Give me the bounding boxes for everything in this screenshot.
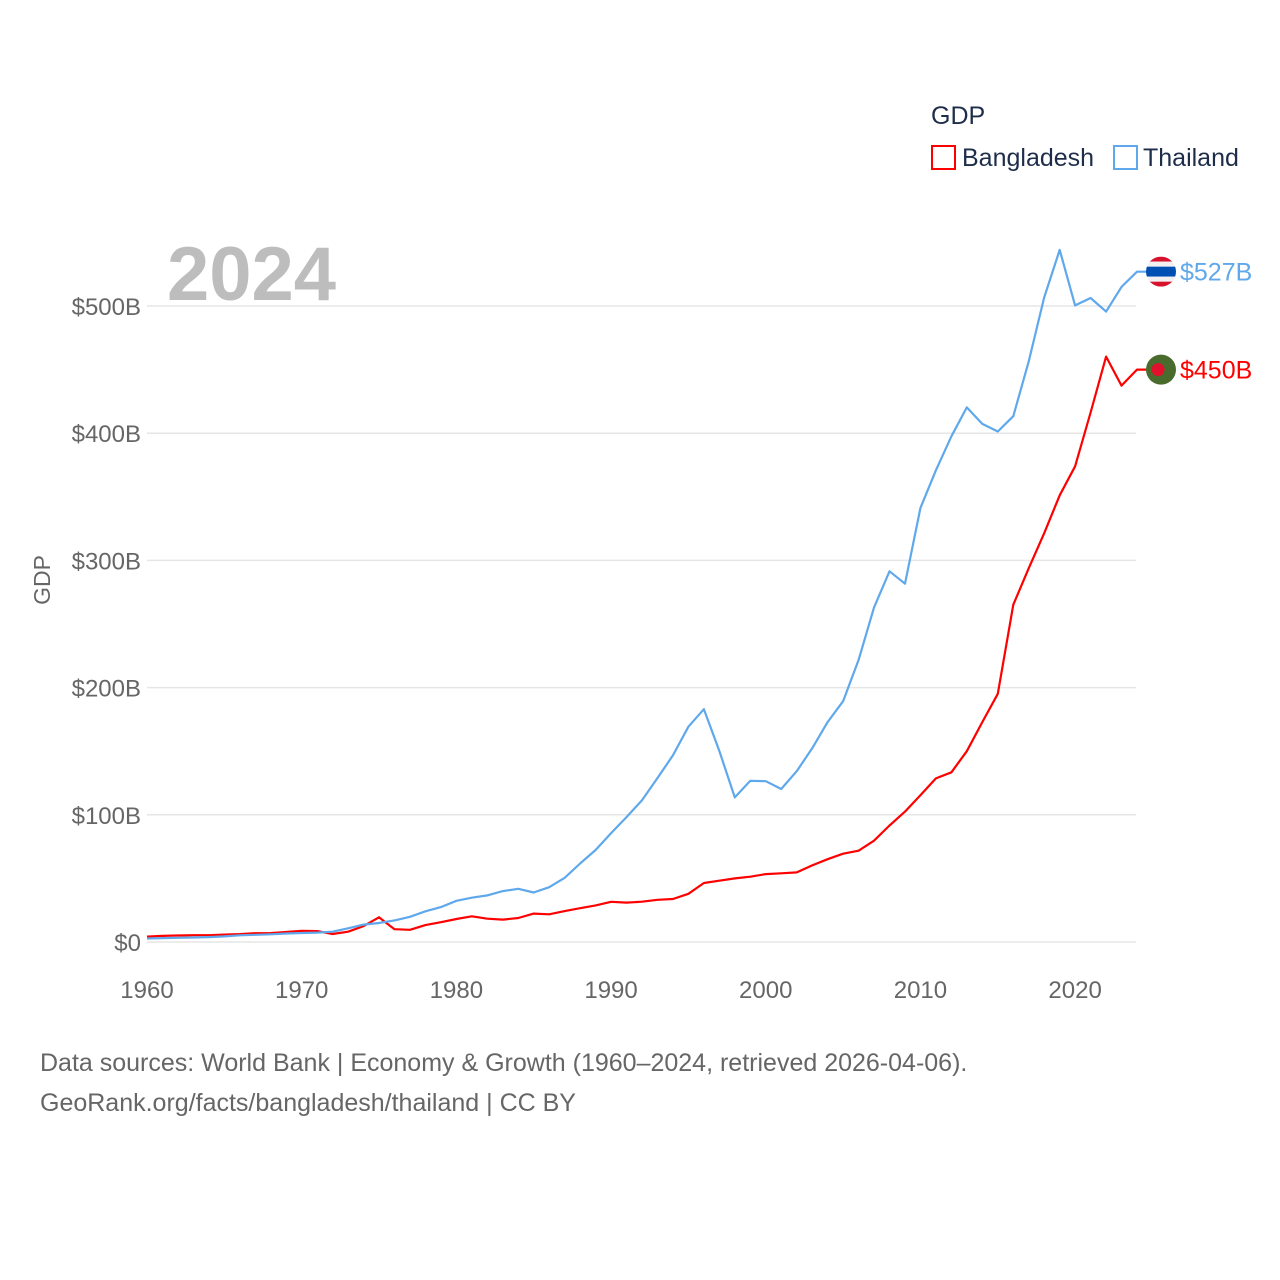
x-tick-label: 1960 (120, 977, 173, 1004)
flag-disc (1151, 363, 1165, 377)
source-link[interactable]: GeoRank.org/facts/bangladesh/thailand | … (40, 1089, 576, 1117)
legend-title: GDP (931, 102, 985, 130)
end-value-label: $527B (1180, 259, 1252, 287)
flag-stripe (1146, 281, 1176, 287)
y-axis-label: GDP (29, 555, 55, 605)
end-value-label: $450B (1180, 357, 1252, 385)
data-source-note: Data sources: World Bank | Economy & Gro… (40, 1049, 968, 1077)
x-tick-label: 1970 (275, 977, 328, 1004)
x-tick-label: 2000 (739, 977, 792, 1004)
x-tick-label: 2020 (1048, 977, 1101, 1004)
y-tick-label: $500B (72, 294, 141, 321)
x-tick-label: 2010 (894, 977, 947, 1004)
bangladesh-flag-icon (1146, 354, 1176, 385)
legend: GDP Bangladesh Thailand (931, 102, 1239, 172)
x-tick-label: 1980 (430, 977, 483, 1004)
y-tick-label: $0 (114, 930, 141, 957)
legend-swatch-bangladesh[interactable] (931, 145, 956, 170)
series-line-thailand (146, 248, 1150, 940)
legend-label-thailand[interactable]: Thailand (1143, 144, 1239, 172)
flag-stripe (1146, 261, 1176, 267)
y-tick-label: $200B (72, 676, 141, 703)
series-line-bangladesh (146, 355, 1150, 938)
y-tick-label: $100B (72, 803, 141, 830)
thailand-flag-icon (1146, 256, 1176, 287)
flag-stripe (1146, 256, 1176, 262)
x-tick-label: 1990 (584, 977, 637, 1004)
legend-label-bangladesh[interactable]: Bangladesh (962, 144, 1094, 172)
flag-stripe (1146, 276, 1176, 282)
y-tick-label: $300B (72, 548, 141, 575)
flag-stripe (1146, 266, 1176, 277)
footer: Data sources: World Bank | Economy & Gro… (40, 1043, 967, 1123)
legend-swatch-thailand[interactable] (1113, 145, 1138, 170)
year-label: 2024 (167, 232, 336, 317)
y-tick-label: $400B (72, 421, 141, 448)
